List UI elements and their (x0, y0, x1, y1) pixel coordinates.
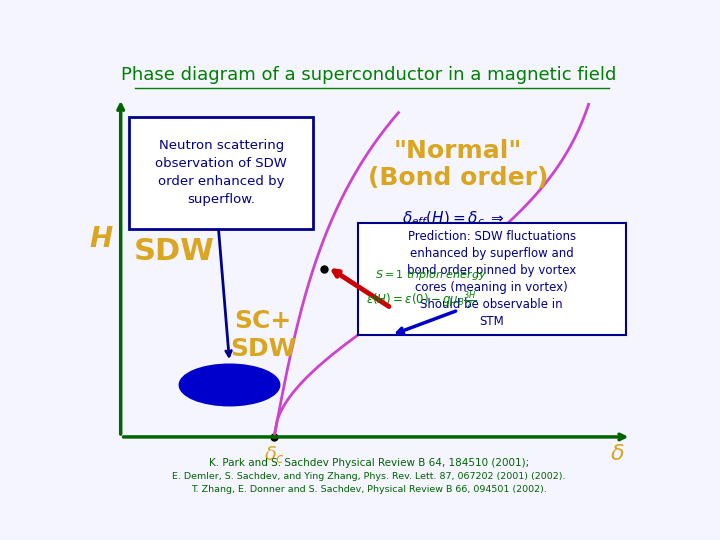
Text: Prediction: SDW fluctuations
enhanced by superflow and
bond order pinned by vort: Prediction: SDW fluctuations enhanced by… (407, 230, 577, 328)
Text: $\varepsilon(H)=\varepsilon(0)-g\mu_B\frac{3H}{2}$: $\varepsilon(H)=\varepsilon(0)-g\mu_B\fr… (366, 289, 477, 310)
Text: Phase diagram of a superconductor in a magnetic field: Phase diagram of a superconductor in a m… (121, 66, 617, 84)
Text: $S=1$ triplon energy: $S=1$ triplon energy (374, 268, 487, 282)
Text: T. Zhang, E. Donner and S. Sachdev, Physical Review B 66, 094501 (2002).: T. Zhang, E. Donner and S. Sachdev, Phys… (191, 485, 547, 494)
Text: Neutron scattering
observation of SDW
order enhanced by
superflow.: Neutron scattering observation of SDW or… (156, 139, 287, 206)
Text: $\delta_c$: $\delta_c$ (264, 445, 285, 467)
Text: $\delta$: $\delta$ (610, 443, 624, 463)
FancyBboxPatch shape (358, 223, 626, 335)
Ellipse shape (179, 364, 280, 406)
Text: "Normal"
(Bond order): "Normal" (Bond order) (368, 139, 549, 191)
Text: $H \sim \frac{(\delta - \delta_c)}{\ln\left(1/(\delta - \delta_c)\right)}$: $H \sim \frac{(\delta - \delta_c)}{\ln\l… (397, 239, 507, 273)
Text: $\delta_{eff}(H)=\delta_c \;\Rightarrow$: $\delta_{eff}(H)=\delta_c \;\Rightarrow$ (402, 210, 505, 228)
Text: E. Demler, S. Sachdev, and Ying Zhang, Phys. Rev. Lett. 87, 067202 (2001) (2002): E. Demler, S. Sachdev, and Ying Zhang, P… (172, 472, 566, 481)
Text: SC: SC (408, 312, 453, 341)
Text: K. Park and S. Sachdev Physical Review B 64, 184510 (2001);: K. Park and S. Sachdev Physical Review B… (209, 458, 529, 468)
Text: H: H (89, 225, 113, 253)
Text: SC+
SDW: SC+ SDW (230, 309, 296, 361)
Text: SDW: SDW (133, 238, 214, 266)
FancyBboxPatch shape (129, 117, 313, 229)
